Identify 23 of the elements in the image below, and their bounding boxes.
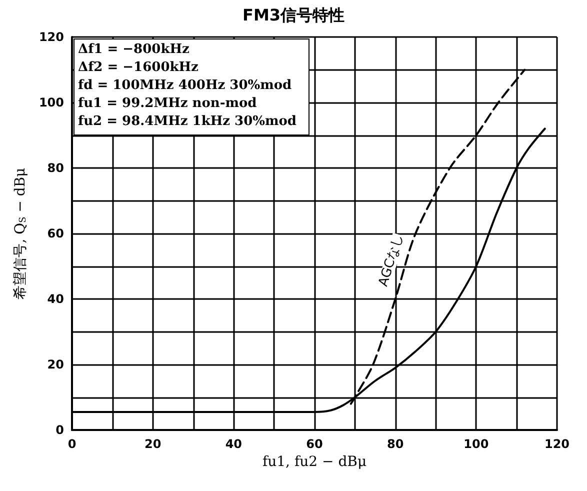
- annotation: Δf2 = −1600kHz: [78, 60, 198, 75]
- x-tick-label: 120: [544, 437, 570, 451]
- y-tick-label: 40: [47, 292, 64, 306]
- annotation: fu1 = 99.2MHz non-mod: [78, 96, 257, 111]
- annotation: fd = 100MHz 400Hz 30%mod: [78, 78, 292, 93]
- y-tick-label: 120: [38, 30, 64, 44]
- y-tick-label: 0: [56, 423, 64, 437]
- x-tick-label: 80: [386, 437, 404, 451]
- y-axis-title: 希望信号, QS − dBμ: [12, 168, 29, 300]
- x-tick-label: 40: [225, 437, 242, 451]
- annotation: Δf1 = −800kHz: [78, 42, 190, 57]
- text: AGCなし: [376, 232, 406, 288]
- y-tick-label: 60: [47, 226, 64, 240]
- y-tick-label: 100: [38, 96, 64, 110]
- annotation: fu2 = 98.4MHz 1kHz 30%mod: [78, 114, 296, 129]
- y-tick-label: 80: [47, 161, 64, 175]
- x-tick-label: 100: [464, 437, 489, 451]
- x-tick-label: 20: [144, 437, 162, 451]
- y-tick-label: 20: [47, 358, 64, 372]
- x-tick-label: 60: [306, 437, 323, 451]
- x-tick-label: 0: [68, 437, 76, 451]
- chart-title: FM3信号特性: [242, 6, 344, 24]
- x-axis-title: fu1, fu2 − dBμ: [262, 454, 367, 470]
